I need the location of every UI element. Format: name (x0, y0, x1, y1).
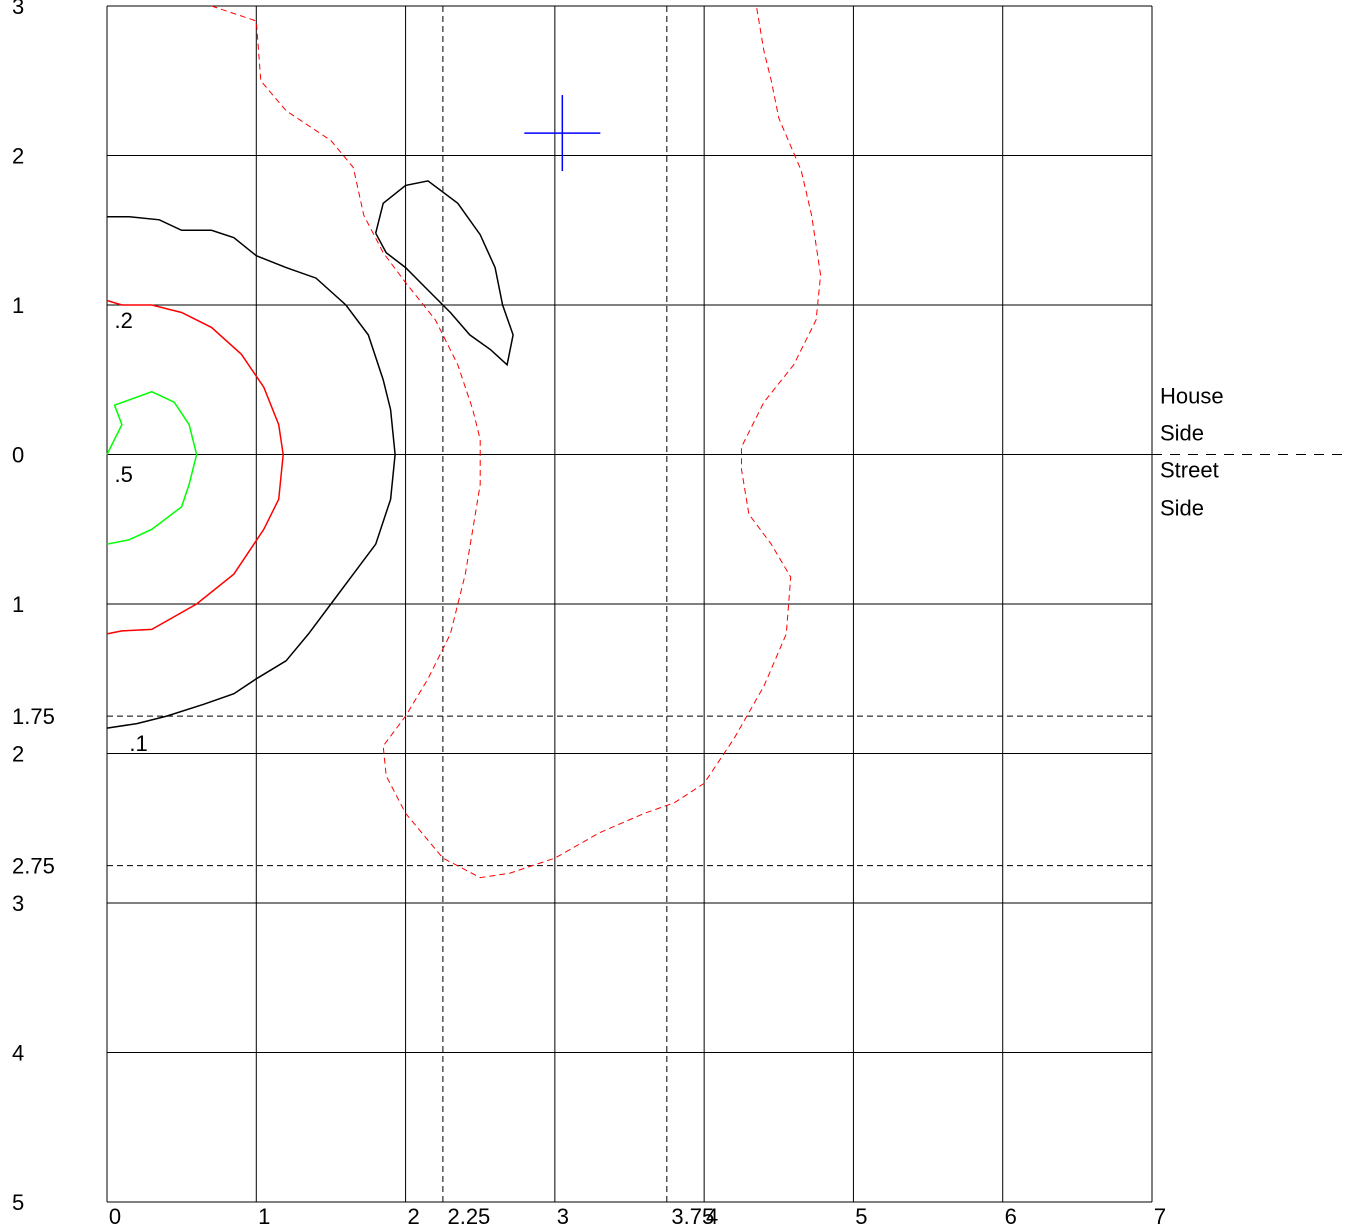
y-tick-label: 3 (12, 0, 24, 19)
reference-x-label: 2.25 (447, 1204, 490, 1228)
x-tick-label: 6 (1005, 1204, 1017, 1228)
x-tick-label: 0 (109, 1204, 121, 1228)
y-tick-label: 0 (12, 443, 24, 468)
contour-line (106, 390, 198, 545)
contour-line (211, 5, 822, 879)
x-tick-label: 4 (706, 1204, 718, 1228)
y-tick-label: 2 (12, 144, 24, 169)
house-side-label-line2: Side (1160, 421, 1204, 446)
contour-line (106, 299, 284, 635)
y-tick-label: 4 (12, 1041, 24, 1066)
labels-layer: 0 1 2 3 4 5 6 7 3 2 1 0 1 2 3 4 5 2.25 3.75 1.75 2.75 .5 .2 .1 (12, 0, 1166, 1228)
x-tick-label: 3 (557, 1204, 569, 1228)
house-side-label-line1: House (1160, 384, 1224, 409)
y-tick-label: 1 (12, 293, 24, 318)
marker-layer (524, 95, 601, 172)
street-side-label-line2: Side (1160, 496, 1204, 521)
street-side-label-line1: Street (1160, 458, 1219, 483)
x-tick-label: 1 (258, 1204, 270, 1228)
y-tick-label: 1 (12, 592, 24, 617)
reference-x-label: 3.75 (671, 1204, 714, 1228)
x-tick-label: 5 (855, 1204, 867, 1228)
contour-level-label: .2 (114, 308, 132, 333)
contour-layer (106, 5, 822, 879)
y-tick-label: 5 (12, 1190, 24, 1215)
x-tick-label: 2 (407, 1204, 419, 1228)
contour-level-label: .5 (114, 462, 132, 487)
contour-line (374, 180, 514, 367)
contour-line (106, 216, 396, 729)
y-tick-label: 2 (12, 742, 24, 767)
reference-y-label: 1.75 (12, 704, 55, 729)
reference-y-label: 2.75 (12, 854, 55, 879)
x-tick-label: 7 (1154, 1204, 1166, 1228)
contour-level-label: .1 (129, 731, 147, 756)
y-tick-label: 3 (12, 891, 24, 916)
grid-layer (106, 5, 1153, 1203)
reference-lines-layer (107, 6, 1152, 1202)
side-labels: House Side Street Side (1152, 384, 1346, 521)
